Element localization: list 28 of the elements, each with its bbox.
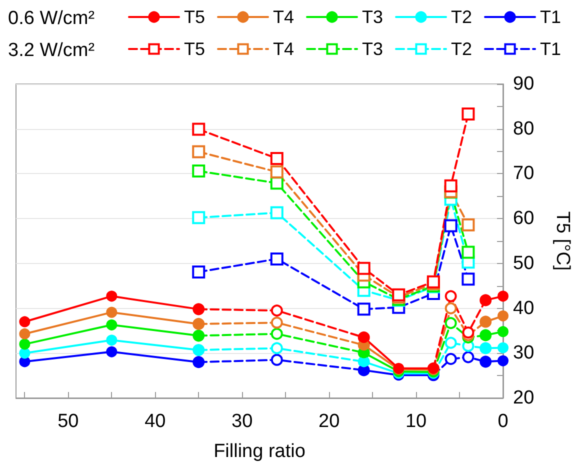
y-tick-label: 30 [513, 342, 534, 364]
x-axis-title: Filling ratio [214, 441, 306, 462]
y-tick-label: 90 [513, 74, 534, 94]
x-tick-label: 20 [318, 411, 340, 432]
y-tick-label: 40 [513, 298, 534, 319]
legend-label: T4 [273, 39, 294, 59]
x-tick-label: 50 [58, 411, 79, 432]
x-tick-label: 40 [144, 411, 166, 432]
legend-label: T1 [540, 39, 562, 59]
y-tick-label: 50 [513, 252, 534, 274]
legend-label: T5 [184, 39, 206, 59]
x-tick-label: 30 [232, 411, 253, 432]
legend-label: T2 [451, 39, 472, 59]
text: 3.2 W/cm² [8, 40, 95, 61]
legend-label: T1 [540, 7, 562, 27]
legend-label: T4 [273, 7, 294, 27]
x-tick-label: 10 [405, 411, 427, 432]
x-tick-label: 0 [498, 411, 508, 432]
y-tick-label: 70 [513, 163, 534, 184]
legend-label: T3 [362, 7, 384, 27]
y-tick-label: 20 [513, 388, 534, 408]
legend-label: T2 [451, 7, 472, 27]
legend-label: T3 [362, 39, 384, 59]
legend-label: T5 [184, 7, 206, 27]
y-tick-label: 80 [513, 118, 534, 140]
y-axis-title: T5 [°C] [552, 211, 573, 271]
text: 0.6 W/cm² [8, 8, 95, 29]
y-tick-label: 60 [513, 208, 534, 230]
